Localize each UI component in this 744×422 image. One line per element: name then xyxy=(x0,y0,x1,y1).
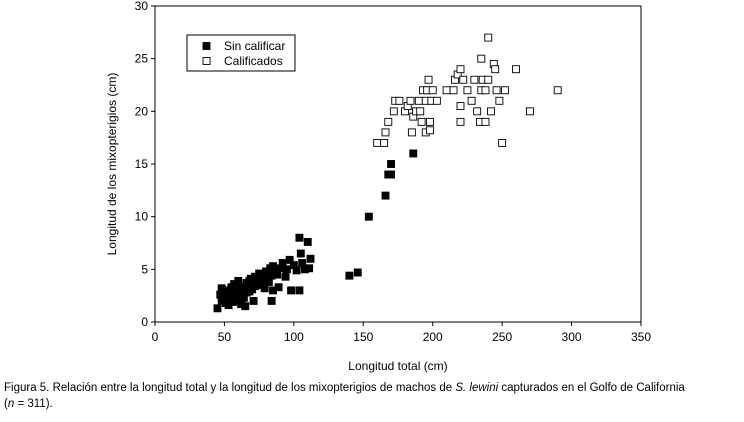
point-sin-calificar xyxy=(387,160,396,168)
point-sin-calificar xyxy=(381,191,390,200)
point-sin-calificar xyxy=(387,170,396,179)
x-tick-label: 250 xyxy=(492,330,512,344)
figure-caption: Figura 5. Relación entre la longitud tot… xyxy=(4,380,742,412)
point-calificado xyxy=(470,75,479,84)
point-calificado xyxy=(414,96,423,105)
point-calificado xyxy=(373,138,382,147)
y-tick-label: 25 xyxy=(135,52,149,66)
point-calificado xyxy=(467,96,476,105)
point-calificado xyxy=(449,86,458,95)
point-sin-calificar xyxy=(345,271,354,280)
point-calificado xyxy=(428,86,437,95)
point-calificado xyxy=(492,86,501,95)
legend-marker-filled xyxy=(202,42,211,50)
point-calificado xyxy=(459,75,468,84)
point-calificado xyxy=(491,65,500,74)
point-calificado xyxy=(395,96,404,105)
caption-n: n xyxy=(7,398,15,410)
point-calificado xyxy=(424,75,433,84)
point-calificado xyxy=(456,117,465,126)
x-axis-label: Longitud total (cm) xyxy=(348,359,447,373)
point-sin-calificar xyxy=(364,212,373,221)
legend-box xyxy=(186,34,296,72)
point-sin-calificar xyxy=(241,302,250,311)
point-sin-calificar xyxy=(249,296,258,305)
series-calificados xyxy=(373,33,562,147)
point-calificado xyxy=(473,107,482,116)
point-sin-calificar xyxy=(292,266,301,275)
point-sin-calificar xyxy=(306,254,315,263)
point-calificado xyxy=(406,96,415,105)
caption-line2-rest: = 311). xyxy=(14,398,53,410)
point-calificado xyxy=(481,117,490,126)
y-tick-label: 15 xyxy=(135,157,149,171)
y-tick-label: 0 xyxy=(141,315,148,329)
point-calificado xyxy=(525,107,534,116)
point-sin-calificar xyxy=(287,286,296,295)
point-sin-calificar xyxy=(353,268,362,277)
point-calificado xyxy=(416,107,425,116)
y-tick-label: 5 xyxy=(141,262,148,276)
point-sin-calificar xyxy=(285,255,294,264)
point-sin-calificar xyxy=(295,233,304,242)
point-calificado xyxy=(487,107,495,116)
point-calificado xyxy=(553,86,562,95)
caption-species: S. lewini xyxy=(455,382,499,394)
legend-label: Calificados xyxy=(224,54,283,68)
x-tick-label: 100 xyxy=(284,330,304,344)
y-tick-label: 30 xyxy=(135,0,149,13)
point-calificado xyxy=(425,117,434,126)
caption-prefix: Figura 5. Relación entre la longitud tot… xyxy=(4,382,456,394)
point-calificado xyxy=(381,128,390,137)
point-calificado xyxy=(384,117,393,126)
x-tick-label: 300 xyxy=(562,330,582,344)
series-sin-calificar xyxy=(213,149,418,313)
point-sin-calificar xyxy=(213,304,222,313)
point-calificado xyxy=(456,102,465,111)
point-sin-calificar xyxy=(296,249,305,258)
point-calificado xyxy=(417,117,426,126)
point-calificado xyxy=(477,54,486,63)
y-tick-label: 10 xyxy=(135,210,149,224)
legend-label: Sin calificar xyxy=(224,39,285,53)
x-tick-label: 200 xyxy=(423,330,443,344)
y-axis-label: Longitud de los mixopterigios (cm) xyxy=(105,73,119,256)
point-calificado xyxy=(481,86,490,95)
caption-suffix: capturados en el Golfo de California xyxy=(498,382,685,394)
point-calificado xyxy=(442,86,451,95)
point-sin-calificar xyxy=(282,265,291,274)
point-sin-calificar xyxy=(295,286,304,295)
point-sin-calificar xyxy=(303,237,312,246)
point-sin-calificar xyxy=(274,283,283,292)
x-tick-label: 50 xyxy=(218,330,232,344)
x-tick-label: 150 xyxy=(353,330,373,344)
point-calificado xyxy=(407,128,416,137)
point-sin-calificar xyxy=(409,149,418,158)
point-calificado xyxy=(432,96,441,105)
caption-line2-open: ( xyxy=(4,398,8,410)
point-calificado xyxy=(498,138,507,147)
point-calificado xyxy=(425,126,434,135)
legend-marker-open xyxy=(202,57,211,65)
point-calificado xyxy=(456,65,465,74)
y-tick-label: 20 xyxy=(135,104,149,118)
point-calificado xyxy=(495,96,504,105)
x-tick-label: 350 xyxy=(631,330,651,344)
point-calificado xyxy=(484,75,493,84)
point-sin-calificar xyxy=(305,264,314,273)
point-calificado xyxy=(380,138,389,147)
point-calificado xyxy=(484,33,493,42)
point-calificado xyxy=(389,107,398,116)
axis-ticks: 0 50 100 150 200 250 300 350 0 5 10 15 20 25 30 xyxy=(135,0,652,344)
point-sin-calificar xyxy=(281,272,290,281)
point-calificado xyxy=(500,86,509,95)
point-sin-calificar xyxy=(267,296,276,305)
point-calificado xyxy=(512,65,520,74)
point-calificado xyxy=(463,86,472,95)
x-tick-label: 0 xyxy=(152,330,159,344)
data-points xyxy=(213,33,562,313)
point-sin-calificar xyxy=(260,284,269,293)
